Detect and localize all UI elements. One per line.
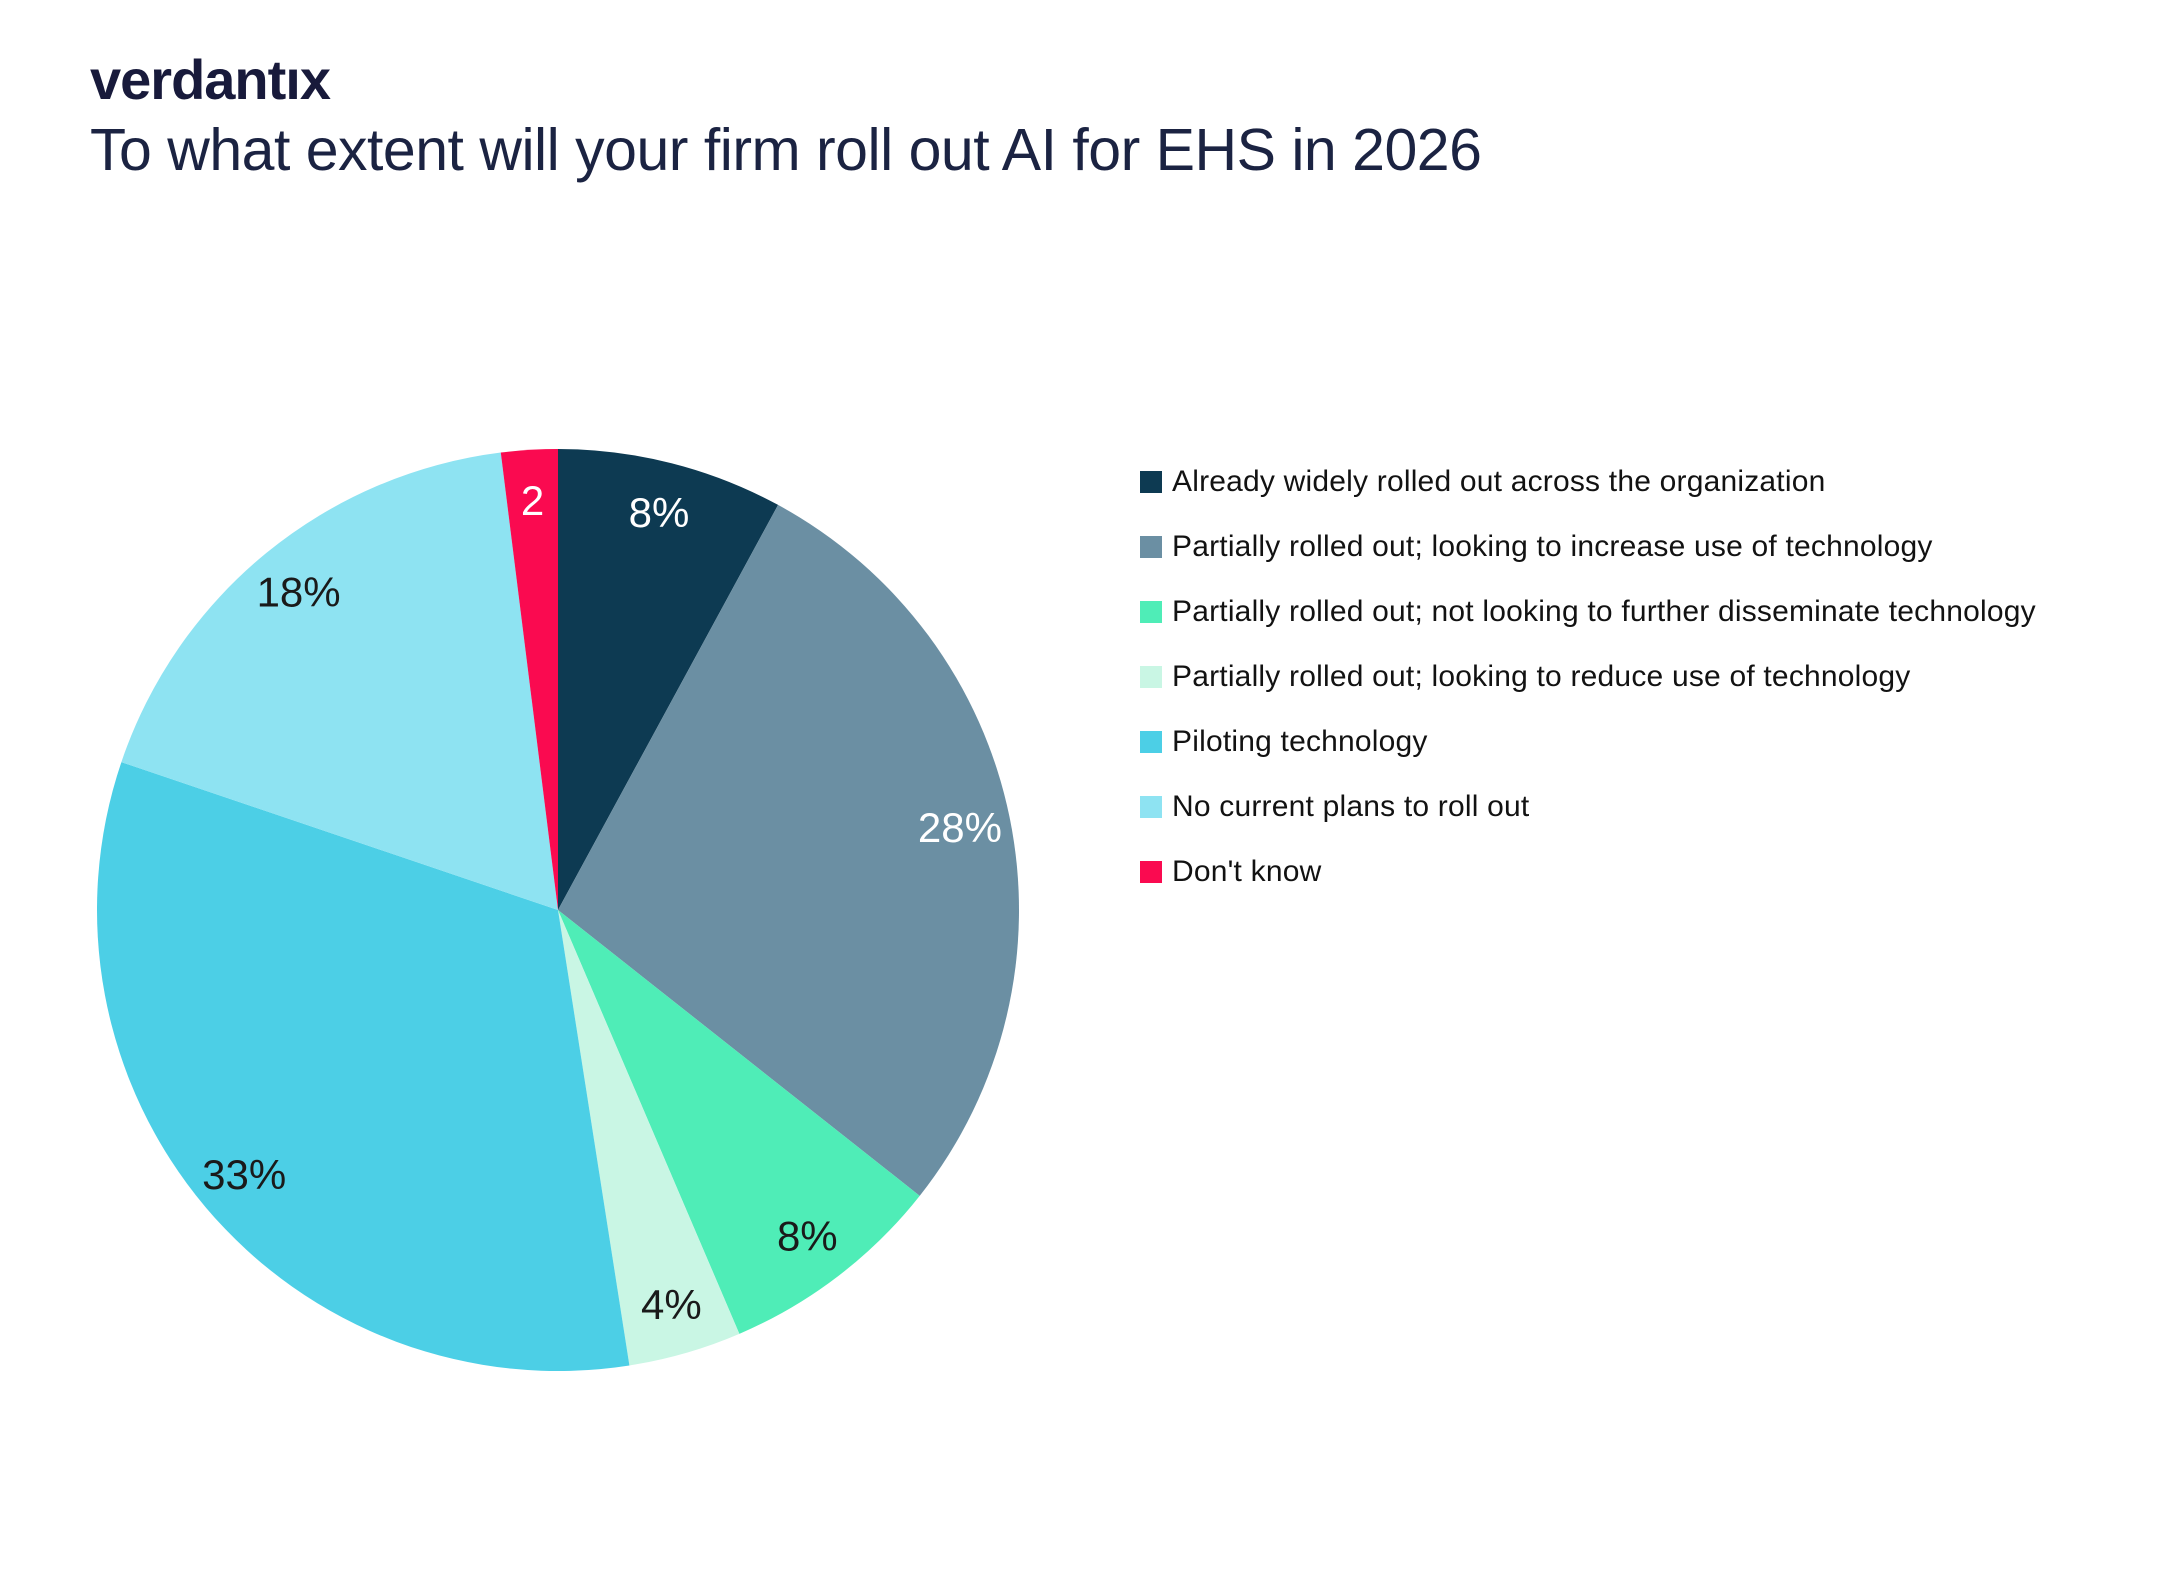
legend-item: Partially rolled out; looking to reduce … [1140, 659, 2036, 693]
pie-slice-1 [558, 504, 1020, 1196]
legend-item: Don't know [1140, 854, 2036, 888]
legend-swatch [1140, 730, 1162, 753]
legend-item: Already widely rolled out across the org… [1140, 464, 2036, 498]
chart-legend: Already widely rolled out across the org… [1140, 464, 2036, 921]
pie-slice-value: 4% [641, 1281, 702, 1328]
legend-item: No current plans to roll out [1140, 789, 2036, 823]
legend-swatch [1140, 795, 1162, 818]
pie-slice-3 [558, 910, 740, 1366]
legend-label: Already widely rolled out across the org… [1172, 464, 1826, 498]
pie-slice-value: 8% [777, 1212, 838, 1259]
legend-label: Partially rolled out; looking to reduce … [1172, 659, 1911, 693]
legend-item: Partially rolled out; looking to increas… [1140, 529, 2036, 563]
pie-slice-2 [558, 910, 920, 1334]
legend-swatch [1140, 860, 1162, 883]
legend-item: Piloting technology [1140, 724, 2036, 758]
pie-chart-svg: 8% 28% 8% 4% 33% 18% 2 [96, 449, 1020, 1372]
pie-slice-value: 18% [257, 569, 341, 616]
pie-slice-0 [558, 449, 779, 910]
legend-label: Partially rolled out; looking to increas… [1172, 529, 1933, 563]
pie-slice-value: 8% [629, 489, 690, 536]
legend-label: Don't know [1172, 854, 1322, 888]
pie-slice-6 [500, 449, 558, 910]
legend-label: No current plans to roll out [1172, 789, 1530, 823]
legend-item: Partially rolled out; not looking to fur… [1140, 594, 2036, 628]
pie-slice-4 [96, 762, 630, 1372]
legend-label: Partially rolled out; not looking to fur… [1172, 594, 2036, 628]
pie-slice-value: 33% [202, 1151, 286, 1198]
legend-swatch [1140, 665, 1162, 688]
legend-swatch [1140, 470, 1162, 493]
verdantix-logo: verdantıx [90, 48, 331, 111]
legend-swatch [1140, 535, 1162, 558]
pie-slice-value: 28% [918, 804, 1002, 851]
pie-chart: 8% 28% 8% 4% 33% 18% 2 [93, 445, 1023, 1375]
pie-slice-5 [121, 452, 559, 910]
pie-slice-value: 2 [521, 477, 544, 524]
chart-title: To what extent will your firm roll out A… [90, 117, 1482, 183]
legend-swatch [1140, 600, 1162, 623]
legend-label: Piloting technology [1172, 724, 1428, 758]
